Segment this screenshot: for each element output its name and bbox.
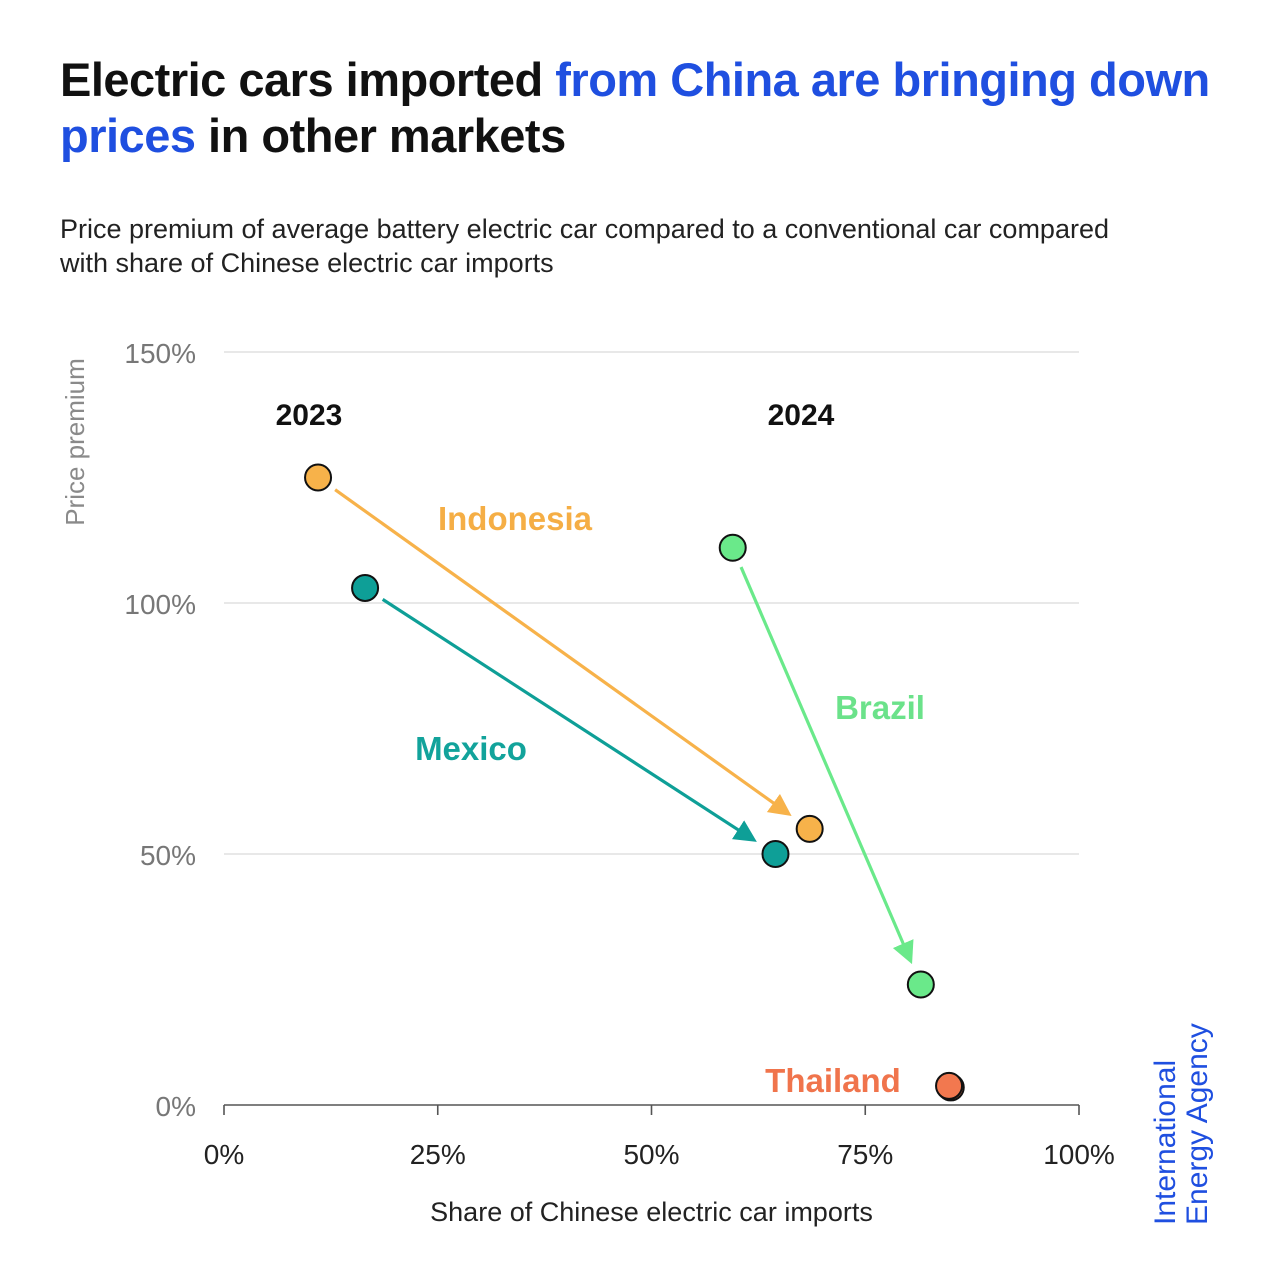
y-tick-label: 0% xyxy=(156,1091,196,1122)
arrow-brazil xyxy=(739,566,914,965)
point-mexico-2023 xyxy=(351,573,380,602)
x-tick-label: 100% xyxy=(1043,1139,1115,1170)
point-thailand-2024 xyxy=(935,1071,964,1100)
y-tick-label: 50% xyxy=(140,840,196,871)
title-highlight: from China are bringing down prices xyxy=(60,53,1210,162)
iea-logo-line-1: International xyxy=(1149,1059,1182,1225)
x-tick-label: 25% xyxy=(410,1139,466,1170)
point-indonesia-2023 xyxy=(304,463,333,492)
x-tick-label: 50% xyxy=(623,1139,679,1170)
arrow-indonesia xyxy=(334,488,792,816)
point-mexico-2024 xyxy=(761,840,790,868)
y-tick-label: 150% xyxy=(124,338,196,369)
iea-logo-line-2: Energy Agency xyxy=(1181,1023,1214,1225)
point-indonesia-2024 xyxy=(795,814,824,843)
y-axis-title: Price premium xyxy=(60,358,90,526)
y-tick-label: 100% xyxy=(124,589,196,620)
series-label-thailand: Thailand xyxy=(765,1062,901,1099)
x-tick-label: 0% xyxy=(204,1139,244,1170)
title-part-1: Electric cars imported xyxy=(60,53,556,106)
year-label-2024: 2024 xyxy=(768,399,835,432)
year-label-2023: 2023 xyxy=(276,399,343,432)
series-label-brazil: Brazil xyxy=(835,689,925,726)
point-brazil-2023 xyxy=(718,533,747,562)
x-tick-label: 75% xyxy=(837,1139,893,1170)
series-label-indonesia: Indonesia xyxy=(438,500,593,537)
chart-subtitle: Price premium of average battery electri… xyxy=(60,214,1109,278)
arrow-mexico xyxy=(381,598,757,842)
x-axis-title: Share of Chinese electric car imports xyxy=(430,1197,873,1227)
title-part-2: in other markets xyxy=(195,109,566,162)
point-brazil-2024 xyxy=(906,970,935,999)
iea-logo: International Energy Agency xyxy=(1149,1023,1214,1225)
chart-title: Electric cars imported from China are br… xyxy=(60,52,1240,164)
series-label-mexico: Mexico xyxy=(415,730,527,767)
